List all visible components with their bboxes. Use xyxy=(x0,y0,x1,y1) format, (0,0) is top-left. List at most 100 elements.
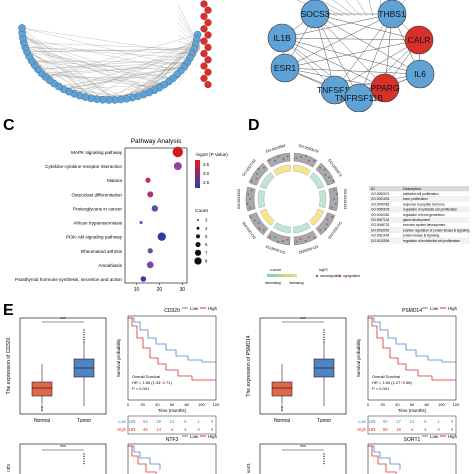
risk-high-value: 0 xyxy=(451,427,454,432)
legend-color-tick: 3.0 xyxy=(203,171,210,176)
sig-label: *** xyxy=(60,317,66,323)
km-xlabel: Time (months) xyxy=(398,408,427,413)
legend-low: Low xyxy=(430,434,439,439)
table-cell-id: GO:0050673 xyxy=(371,192,389,196)
risk-high-label: High xyxy=(117,427,126,432)
circos-segment xyxy=(315,212,336,236)
hub-node-il6 xyxy=(405,59,435,89)
bottom-row: *** sort1 SORT1 Low High xyxy=(246,434,458,474)
km-p: P < 0.001 xyxy=(372,386,390,391)
legend-upregulated: upregulated xyxy=(343,274,360,278)
pathway-dot-plot: Pathway Analysis MAPK signaling pathway Cy… xyxy=(15,138,228,291)
circos-dot xyxy=(277,240,279,243)
network-edge xyxy=(177,47,201,85)
boxplot-ylabel: The expression of PSMD14 xyxy=(246,335,252,396)
panel-e-survival: The expression of CD320 *** Normal Tumor CD3… xyxy=(6,306,460,474)
table-cell-id: GO:0048732 xyxy=(371,223,389,227)
circos-dot xyxy=(246,202,249,205)
network-edge xyxy=(45,76,174,79)
circos-dot xyxy=(308,159,311,162)
circos-dot xyxy=(319,229,321,232)
network-node-red xyxy=(200,37,208,45)
km-xtick: 0 xyxy=(127,402,130,407)
circos-dot xyxy=(324,228,327,231)
circos-dot xyxy=(313,237,316,239)
circos-zscore xyxy=(293,222,311,234)
hub-node-tnfrsf11b xyxy=(344,83,374,112)
legend-decreasing: decreasing xyxy=(265,281,281,285)
km-xtick: 100 xyxy=(198,402,205,407)
outlier xyxy=(83,329,85,331)
circos-dot xyxy=(308,236,311,239)
hub-node-il1b xyxy=(267,23,297,53)
km-curve-low xyxy=(368,317,456,363)
risk-low-value: 29 xyxy=(156,419,161,424)
circos-zscore xyxy=(257,189,266,209)
network-edge xyxy=(26,51,127,99)
network-edge xyxy=(177,34,201,49)
circos-dot xyxy=(250,180,253,183)
risk-low-label: Low xyxy=(358,419,367,424)
legend-low: Low xyxy=(190,306,199,311)
circos-label: GO:0010594 xyxy=(265,144,286,154)
km-gene: PSMD14 xyxy=(402,308,422,314)
network-edge xyxy=(334,39,420,91)
risk-low-value: 12 xyxy=(410,419,415,424)
table-cell-id: GO:0001934 xyxy=(371,234,389,238)
km-xtick: 80 xyxy=(184,402,189,407)
km-plot: PSMD14 Low High Survival probability Overall… xyxy=(356,306,460,435)
network-edge xyxy=(356,0,368,17)
km-hr: HR = 1.60 (1.27−2.58) xyxy=(372,380,412,385)
table-cell-id: GO:0007162 xyxy=(371,218,389,222)
circos-dot xyxy=(277,156,280,159)
outlier xyxy=(281,408,283,410)
risk-high-value: 3 xyxy=(184,427,187,432)
outlier xyxy=(323,338,325,341)
network-edge xyxy=(21,27,193,54)
pathway-label: Malaria xyxy=(107,178,123,183)
circos-dot xyxy=(253,219,256,222)
network-edge xyxy=(334,13,393,91)
circos-segment xyxy=(293,152,318,168)
circos-zscore xyxy=(309,208,324,226)
risk-high-value: 3 xyxy=(424,427,427,432)
network-edge xyxy=(21,27,115,101)
legend-size-dot xyxy=(195,242,201,248)
table-cell-description: response to peptide hormone xyxy=(403,202,445,206)
pathway-label: Rheumatoid arthritis xyxy=(81,249,123,254)
hub-node-label: IL6 xyxy=(414,69,426,79)
network-edge xyxy=(284,39,420,69)
pathway-dot xyxy=(146,261,154,269)
legend-size-label: 8 xyxy=(205,259,208,264)
circos-dot xyxy=(282,157,285,160)
network-edge xyxy=(31,60,174,79)
boxplot: The expression of PSMD14 *** Normal Tumor xyxy=(246,317,347,424)
pathway-label: Amoebiasis xyxy=(98,263,122,268)
risk-high-value: 185 xyxy=(369,427,377,432)
circos-zscore xyxy=(273,222,291,234)
network-edge xyxy=(41,72,165,85)
risk-high-value: 16 xyxy=(396,427,401,432)
network-node-red xyxy=(200,74,208,83)
boxplot-frame xyxy=(19,443,107,474)
outlier xyxy=(83,331,85,334)
network-edge xyxy=(31,60,188,63)
box-normal xyxy=(31,381,53,397)
risk-low-value: 1 xyxy=(197,419,200,424)
legend-size-dot xyxy=(194,257,202,265)
network-edge xyxy=(177,10,201,49)
outlier xyxy=(281,405,283,407)
km-hr: HR = 1.80 (1.34−2.71) xyxy=(132,380,172,385)
circos-zscore xyxy=(309,172,324,190)
legend-increasing: increasing xyxy=(289,281,304,285)
circos-dot xyxy=(257,167,260,170)
circos-dot xyxy=(304,239,307,242)
km-frame xyxy=(367,443,457,474)
network-edge xyxy=(177,47,201,54)
legend-color-title: -log10 (P Value) xyxy=(195,152,228,157)
circos-dot xyxy=(326,218,329,221)
table-cell-description: epithelial cell proliferation xyxy=(403,192,439,196)
hub-node-label: IL1B xyxy=(273,33,291,43)
outlier xyxy=(41,410,43,412)
table-cell-description: regulation of bone generation xyxy=(403,213,445,217)
